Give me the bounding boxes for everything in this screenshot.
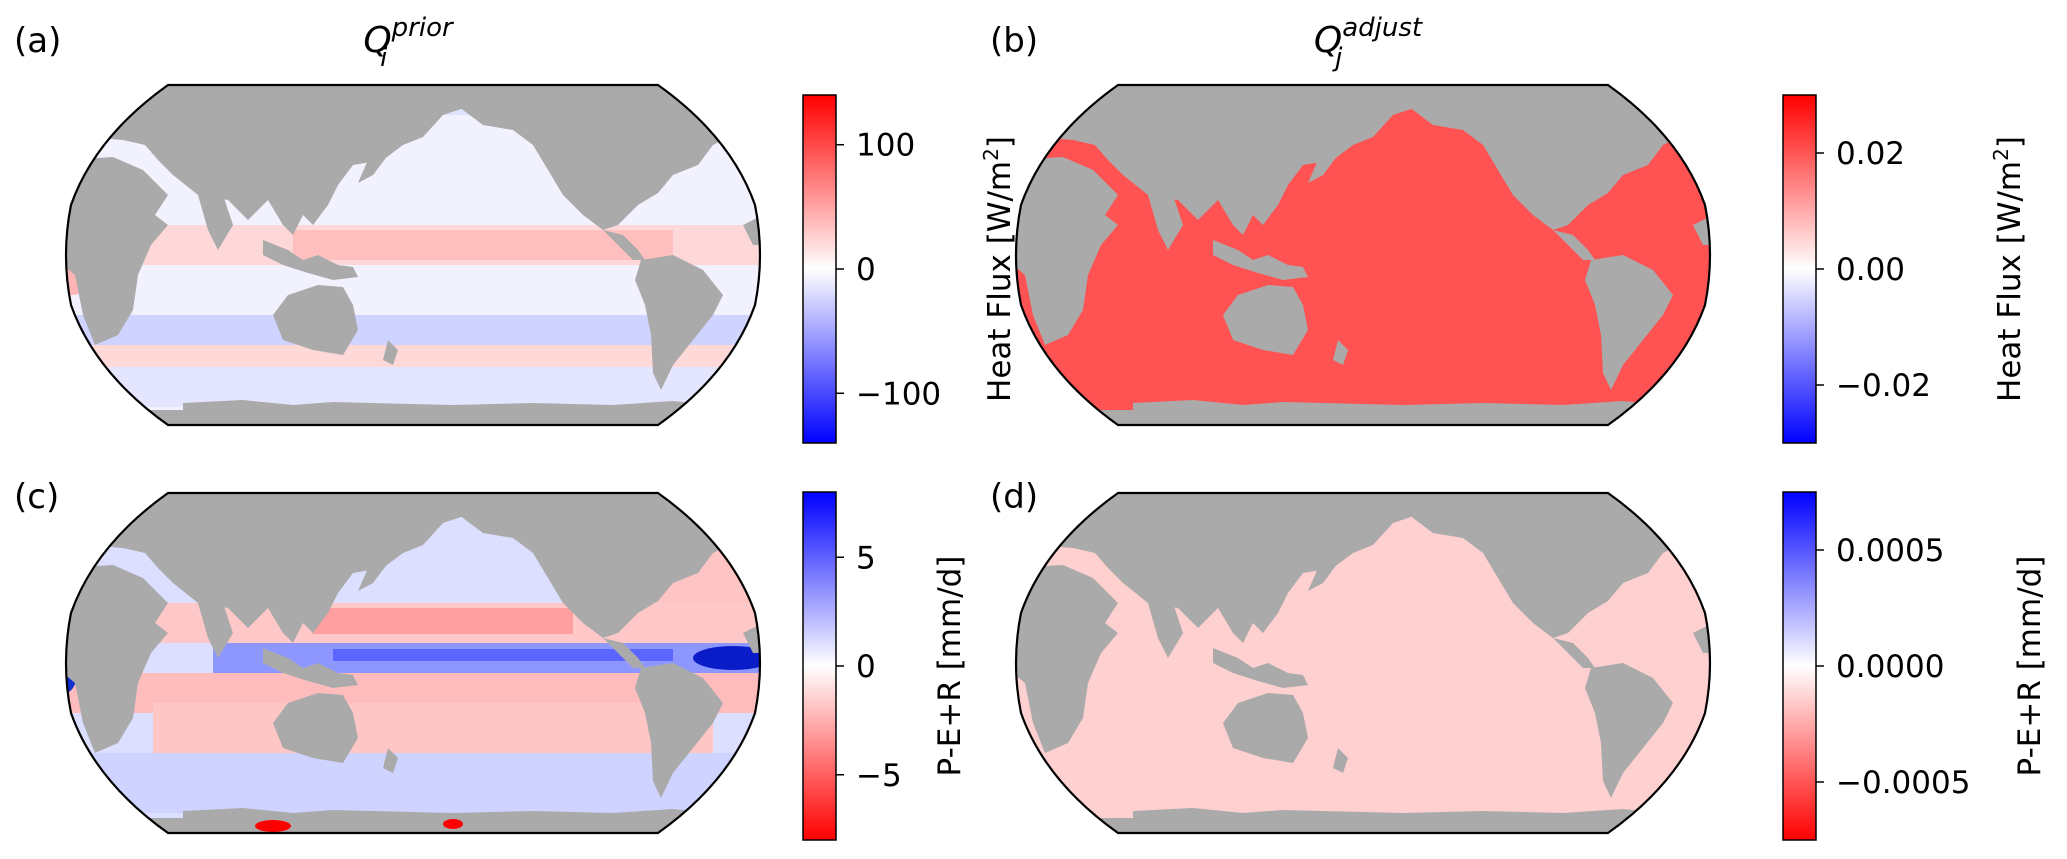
colorbar-label: P-E+R [mm/d] xyxy=(932,556,968,777)
colorbar-d: 0.0005 0.0000 −0.0005 P-E+R [mm/d] xyxy=(1782,491,2048,841)
map-panel-c xyxy=(64,491,762,835)
colorbar-a: 100 0 −100 Heat Flux [W/m2] xyxy=(802,94,1018,444)
colorbar-tick-label: −0.02 xyxy=(1836,368,1931,404)
colorbar-label: Heat Flux [W/m2] xyxy=(1989,136,2028,402)
colorbar-tick-label: 0.00 xyxy=(1836,252,1905,288)
colorbar-b: 0.02 0.00 −0.02 Heat Flux [W/m2] xyxy=(1782,94,2028,444)
map-panel-b xyxy=(1014,83,1712,427)
panel-label: (a) xyxy=(14,21,61,61)
colorbar-tick-label: 0.02 xyxy=(1836,136,1905,172)
colorbar-tick-label: −0.0005 xyxy=(1836,765,1970,801)
map-panel-a xyxy=(64,83,762,427)
colorbar-tick-label: 0 xyxy=(856,252,876,288)
colorbar-label: Heat Flux [W/m2] xyxy=(979,136,1018,402)
panel-title: Qprior i xyxy=(363,13,455,73)
colorbar-tick-label: 5 xyxy=(856,540,876,576)
panel-label: (d) xyxy=(990,477,1038,517)
colorbar-c: 5 0 −5 P-E+R [mm/d] xyxy=(802,491,968,841)
panel-label: (c) xyxy=(14,477,59,517)
panel-title: Qadjust j xyxy=(1314,13,1423,73)
colorbar-tick-label: 0.0000 xyxy=(1836,649,1944,685)
colorbar-label: P-E+R [mm/d] xyxy=(2012,556,2048,777)
colorbar-tick-label: −100 xyxy=(856,376,941,412)
colorbar-tick-label: 0.0005 xyxy=(1836,533,1944,569)
map-panel-d xyxy=(1014,491,1712,835)
colorbar-tick-label: 0 xyxy=(856,649,876,685)
panel-label: (b) xyxy=(990,21,1038,61)
colorbar-tick-label: 100 xyxy=(856,128,915,164)
colorbar-tick-label: −5 xyxy=(856,758,902,794)
